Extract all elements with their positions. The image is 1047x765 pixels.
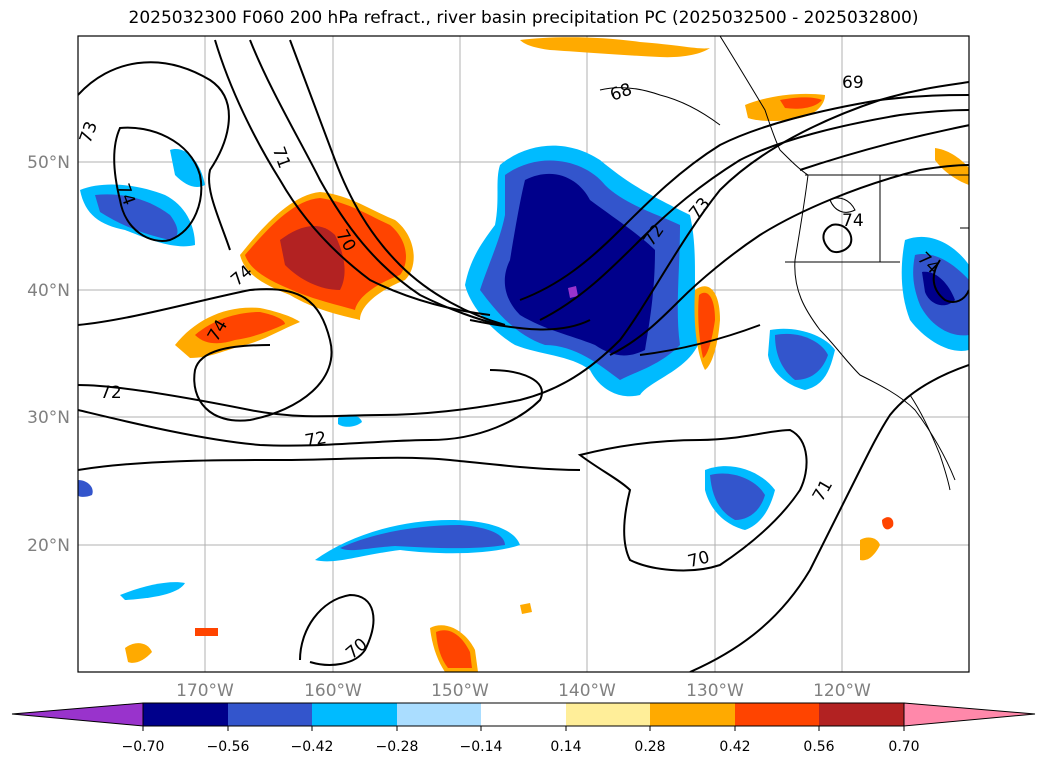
colorbar-tick-label: 0.56 [803, 739, 834, 755]
colorbar-swatch [650, 703, 735, 726]
colorbar: −0.70 −0.56 −0.42 −0.28 −0.14 0.14 0.28 … [11, 702, 1036, 755]
colorbar-swatch [397, 703, 481, 726]
colorbar-ticks [142, 726, 905, 731]
colorbar-tick-label: −0.42 [291, 739, 334, 755]
lat-label-50n: 50°N [27, 153, 70, 173]
colorbar-swatch [566, 703, 650, 726]
colorbar-swatch [143, 703, 228, 726]
contour-label: 74 [842, 211, 864, 231]
lon-label-120w: 120°W [813, 681, 871, 701]
map-frame [77, 35, 970, 673]
lon-label-160w: 160°W [304, 681, 362, 701]
colorbar-tick-label: −0.28 [376, 739, 419, 755]
contour-label: 69 [842, 73, 864, 93]
lon-label-150w: 150°W [431, 681, 489, 701]
map-title: 2025032300 F060 200 hPa refract., river … [128, 8, 919, 28]
colorbar-swatch [228, 703, 312, 726]
lon-label-170w: 170°W [176, 681, 234, 701]
colorbar-extend-low [11, 702, 144, 727]
colorbar-tick-label: 0.42 [719, 739, 750, 755]
colorbar-tick-label: 0.70 [888, 739, 919, 755]
colorbar-outline [142, 702, 905, 727]
colorbar-tick-label: −0.70 [122, 739, 165, 755]
coastlines [599, 36, 969, 491]
lon-label-130w: 130°W [686, 681, 744, 701]
colorbar-tick-label: −0.14 [460, 739, 503, 755]
lat-label-30n: 30°N [27, 408, 70, 428]
latitude-labels: 50°N 40°N 30°N 20°N [27, 153, 70, 556]
colorbar-swatch [312, 703, 397, 726]
negative-pc-areas [78, 145, 969, 600]
colorbar-swatch [819, 703, 904, 726]
lat-label-20n: 20°N [27, 536, 70, 556]
contour-label: 72 [303, 428, 328, 451]
longitude-labels: 170°W 160°W 150°W 140°W 130°W 120°W [176, 681, 871, 701]
colorbar-extend-high [903, 702, 1036, 727]
colorbar-tick-label: 0.28 [634, 739, 665, 755]
colorbar-swatch [481, 703, 566, 726]
colorbar-swatch [735, 703, 819, 726]
positive-pc-areas [125, 37, 969, 672]
lat-label-40n: 40°N [27, 281, 70, 301]
refractivity-contours [78, 39, 969, 672]
contour-label: 72 [100, 383, 122, 403]
colorbar-tick-label: 0.14 [550, 739, 581, 755]
lon-label-140w: 140°W [558, 681, 616, 701]
colorbar-tick-label: −0.56 [207, 739, 250, 755]
